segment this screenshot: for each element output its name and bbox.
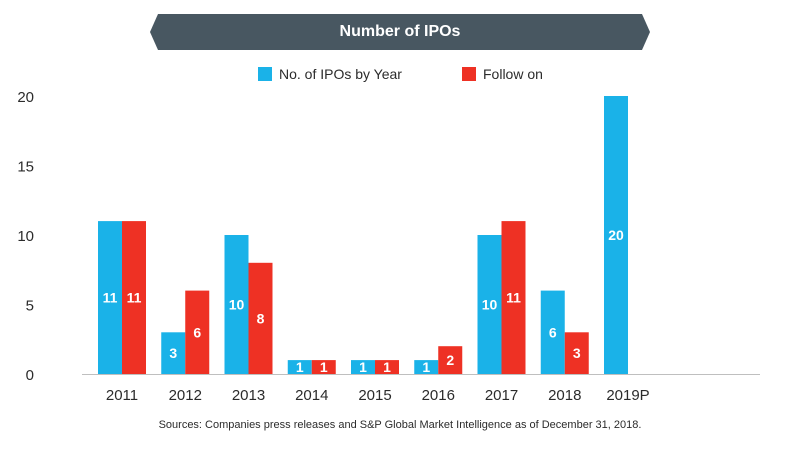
data-label: 20 [608, 227, 624, 243]
chart-title-banner: Number of IPOs [150, 14, 650, 50]
data-label: 2 [446, 352, 454, 368]
bar-ipos-2019P [604, 96, 628, 374]
x-tick-label: 2012 [169, 387, 202, 404]
bar-follow-on-2018 [564, 332, 589, 374]
x-tick-label: 2011 [106, 387, 138, 404]
bar-ipos-2015 [351, 360, 375, 374]
data-label: 1 [296, 359, 304, 375]
x-tick-label: 2019P [606, 387, 649, 404]
bar-follow-on-2017 [501, 221, 526, 374]
source-note: Sources: Companies press releases and S&… [158, 419, 642, 431]
data-label: 3 [169, 345, 177, 361]
x-tick-label: 2017 [485, 387, 518, 404]
y-tick-label: 15 [17, 159, 34, 176]
bar-follow-on-2013 [248, 262, 273, 374]
bar-follow-on-2012 [185, 290, 210, 374]
y-tick-label: 20 [17, 89, 34, 106]
bar-ipos-2011 [98, 221, 122, 374]
data-label: 1 [359, 359, 367, 375]
data-label: 8 [257, 310, 265, 326]
x-tick-label: 2016 [422, 387, 455, 404]
x-tick-label: 2015 [358, 387, 391, 404]
data-label: 6 [549, 324, 557, 340]
bar-ipos-2017 [477, 235, 502, 374]
bar-ipos-2013 [224, 235, 249, 374]
data-label: 1 [422, 359, 430, 375]
y-tick-label: 10 [17, 228, 34, 245]
data-label: 6 [193, 324, 201, 340]
data-label: 11 [103, 290, 118, 306]
bar-ipos-2012 [161, 332, 186, 374]
legend-swatch-follow-on [462, 67, 476, 81]
legend-swatch-ipos [258, 67, 272, 81]
x-tick-label: 2018 [548, 387, 581, 404]
bar-follow-on-2011 [122, 221, 146, 374]
legend-label-ipos: No. of IPOs by Year [279, 66, 402, 82]
x-tick-label: 2013 [232, 387, 265, 404]
legend-item-follow-on: Follow on [462, 66, 543, 82]
data-label: 3 [573, 345, 581, 361]
data-label: 11 [506, 290, 521, 306]
bar-ipos-2016 [414, 360, 439, 374]
bar-follow-on-2016 [438, 346, 463, 374]
legend-item-ipos: No. of IPOs by Year [258, 66, 402, 82]
chart-legend: No. of IPOs by Year Follow on [0, 66, 800, 84]
y-tick-label: 5 [26, 298, 34, 315]
data-label: 10 [229, 297, 245, 313]
data-label: 1 [320, 359, 328, 375]
x-tick-label: 2014 [295, 387, 328, 404]
bar-follow-on-2014 [311, 360, 336, 374]
legend-label-follow-on: Follow on [483, 66, 543, 82]
bar-ipos-2014 [287, 360, 312, 374]
bar-ipos-2018 [540, 290, 565, 374]
data-label: 10 [482, 297, 498, 313]
y-tick-label: 0 [26, 367, 34, 384]
chart-title: Number of IPOs [339, 23, 461, 40]
data-label: 11 [127, 290, 142, 306]
data-label: 1 [383, 359, 391, 375]
bar-follow-on-2015 [375, 360, 399, 374]
